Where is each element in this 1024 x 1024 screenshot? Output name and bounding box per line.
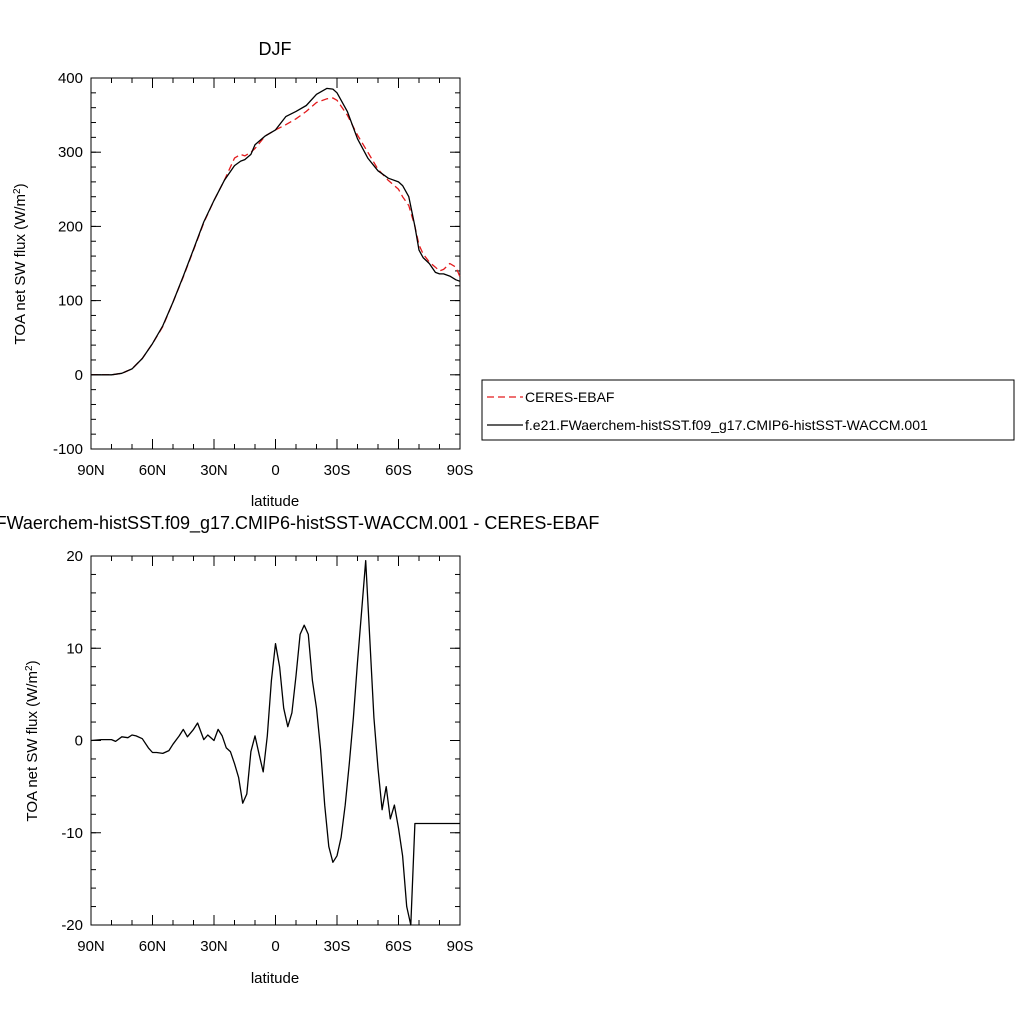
bottom-y-tick-label: -20 [61, 917, 83, 934]
legend: CERES-EBAF f.e21.FWaerchem-histSST.f09_g… [481, 379, 1015, 441]
top-y-tick-label: 200 [58, 218, 83, 235]
legend-label-model: f.e21.FWaerchem-histSST.f09_g17.CMIP6-hi… [525, 417, 928, 433]
top-series-line-1 [91, 97, 461, 376]
legend-box [481, 379, 1015, 441]
top-y-axis-label: TOA net SW flux (W/m2) [12, 183, 29, 344]
top-panel: DJF 90N 60N 30N 0 30S 60S 90S 400 300 200 100 0 -100… [12, 39, 473, 510]
top-x-axis-label: latitude [251, 493, 299, 510]
bottom-series-line-1 [90, 559, 460, 926]
top-series-line-2 [91, 87, 461, 376]
bottom-y-tick-label: 10 [66, 640, 83, 657]
top-x-tick-label: 60N [139, 462, 167, 479]
top-y-tick-label: 100 [58, 293, 83, 310]
legend-label-ceres: CERES-EBAF [525, 389, 614, 405]
top-x-tick-label: 90S [447, 462, 474, 479]
bottom-x-tick-label: 30S [324, 938, 351, 955]
top-x-tick-label: 0 [271, 462, 279, 479]
top-y-tick-label: 400 [58, 70, 83, 87]
bottom-x-tick-label: 90S [447, 938, 474, 955]
top-y-tick-label: -100 [53, 441, 83, 458]
bottom-y-axis-label: TOA net SW flux (W/m2) [24, 660, 41, 821]
bottom-x-axis-label: latitude [251, 970, 299, 987]
top-y-tick-label: 300 [58, 144, 83, 161]
bottom-y-tick-label: -10 [61, 825, 83, 842]
top-panel-title: DJF [259, 39, 292, 59]
top-x-tick-label: 60S [385, 462, 412, 479]
top-plot-frame [90, 77, 461, 450]
top-x-tick-label: 90N [77, 462, 105, 479]
bottom-x-tick-label: 90N [77, 938, 105, 955]
bottom-x-tick-label: 30N [200, 938, 228, 955]
bottom-panel: f.e21.FWaerchem-histSST.f09_g17.CMIP6-hi… [0, 513, 599, 987]
bottom-x-tick-label: 0 [271, 938, 279, 955]
bottom-x-tick-label: 60N [139, 938, 167, 955]
bottom-y-tick-label: 20 [66, 548, 83, 565]
bottom-plot-frame [90, 555, 461, 926]
top-plot-area: 90N 60N 30N 0 30S 60S 90S 400 300 200 100 0 -100 [53, 70, 473, 479]
bottom-plot-area: 90N 60N 30N 0 30S 60S 90S 20 10 0 -10 -20 [61, 548, 473, 955]
bottom-panel-title: f.e21.FWaerchem-histSST.f09_g17.CMIP6-hi… [0, 513, 599, 534]
top-x-tick-label: 30S [324, 462, 351, 479]
bottom-x-tick-label: 60S [385, 938, 412, 955]
bottom-y-tick-label: 0 [75, 733, 83, 750]
top-y-tick-label: 0 [75, 367, 83, 384]
top-x-tick-label: 30N [200, 462, 228, 479]
